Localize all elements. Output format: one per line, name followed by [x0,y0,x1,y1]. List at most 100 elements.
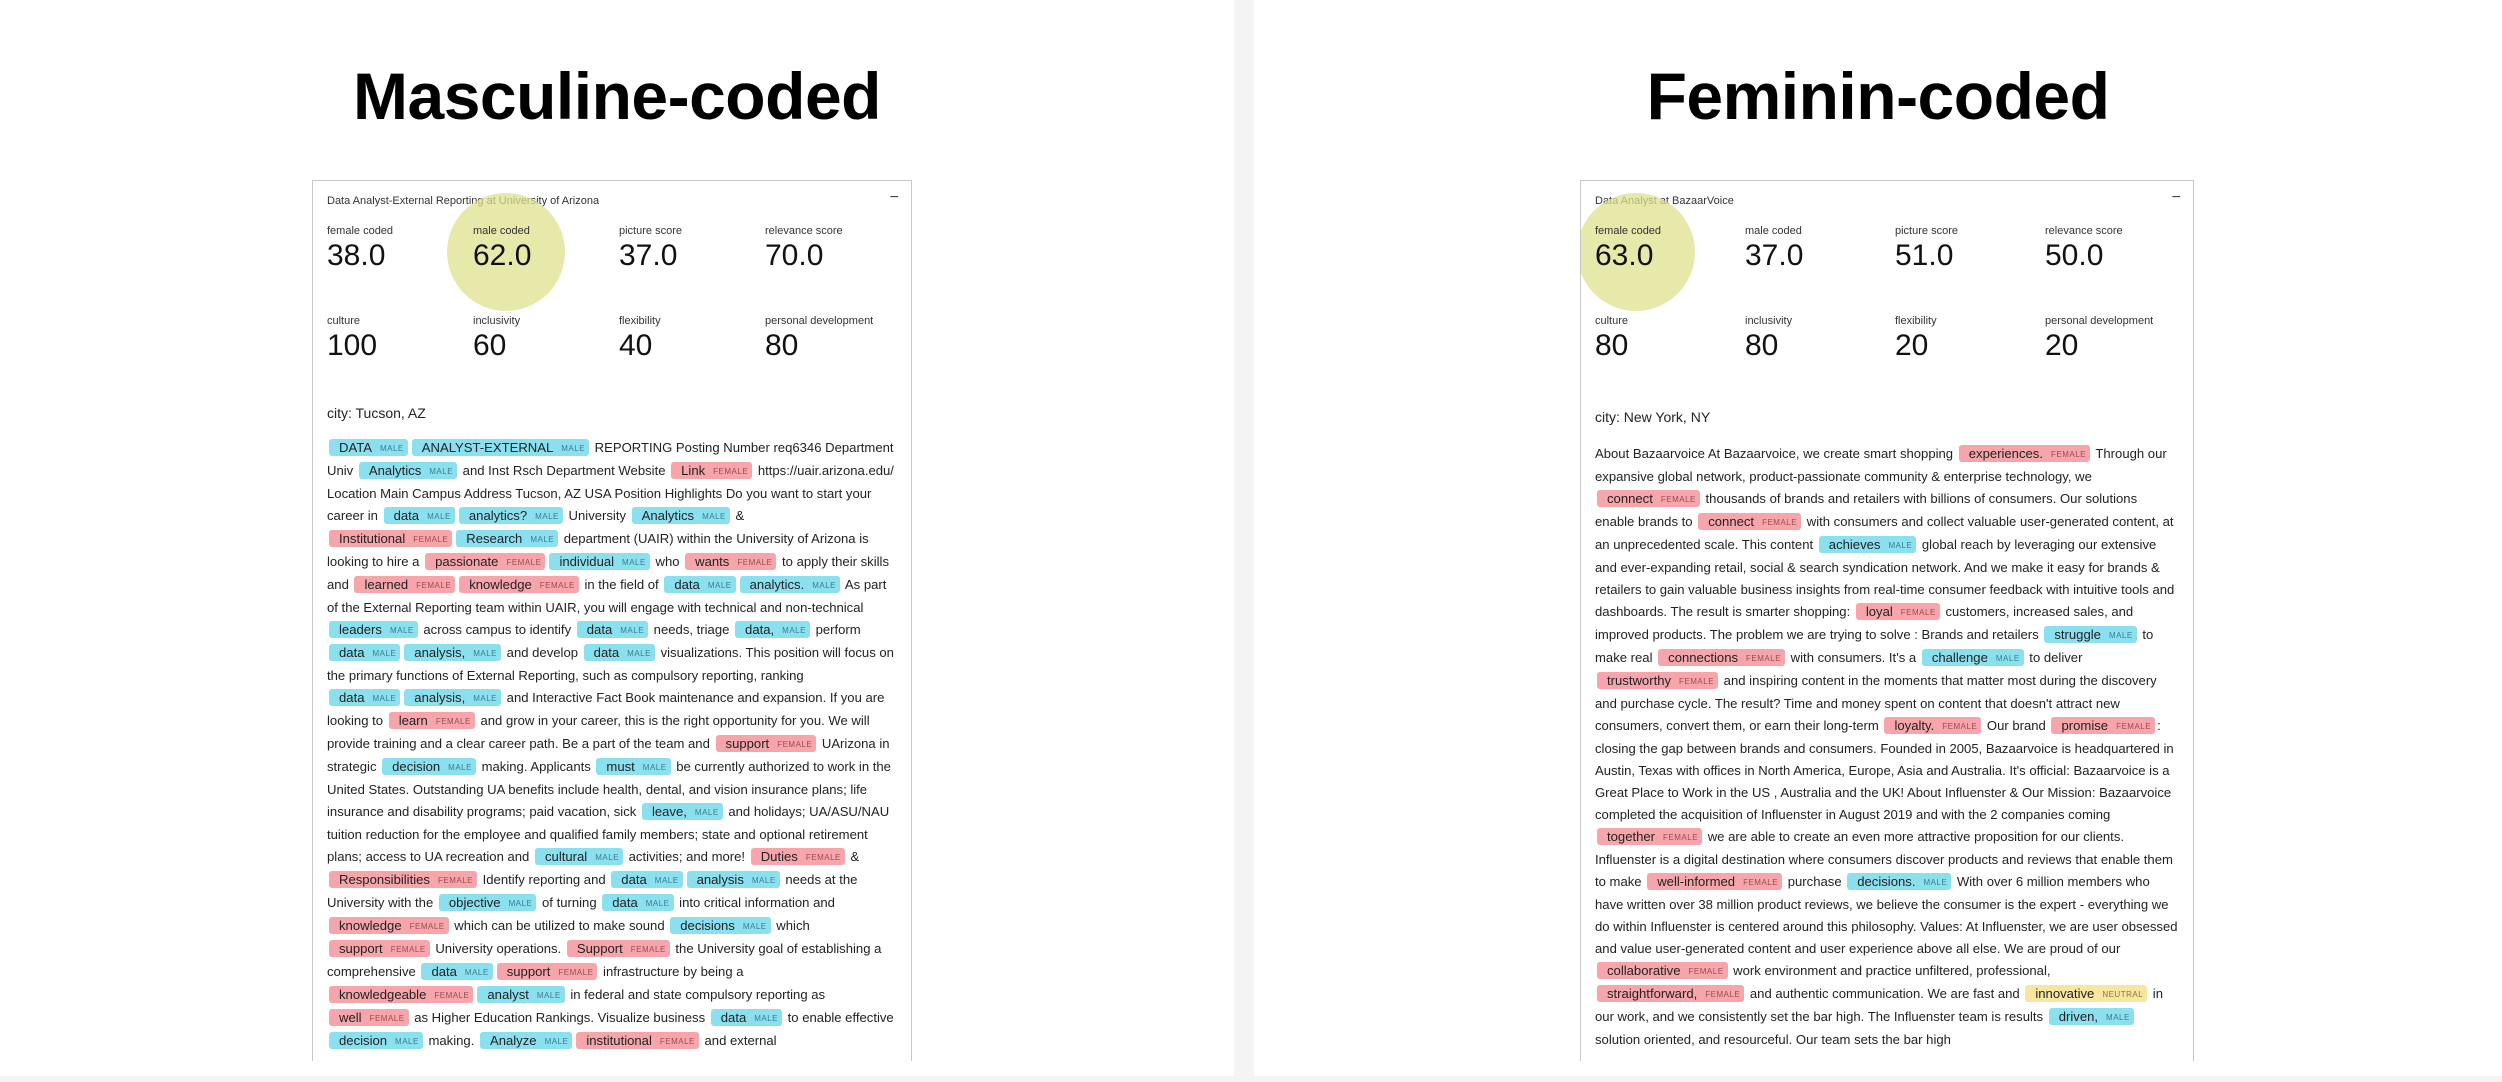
metric-value: 80 [1745,329,1779,362]
metric-female-coded: female coded 63.0 [1595,225,1735,273]
metric-label: flexibility [1895,315,1937,327]
female-coded-word-tag: together FEMALE [1597,828,1703,845]
metric-label: male coded [1745,225,1802,237]
gender-label: MALE [536,991,561,1000]
male-coded-word-tag: analytics. MALE [739,576,841,593]
gender-label: FEMALE [435,717,471,726]
female-coded-word-tag: connect FEMALE [1698,513,1802,530]
metric-label: picture score [619,225,682,237]
female-coded-word-tag: passionate FEMALE [425,553,546,570]
description-text: perform [811,622,861,637]
metric-value: 60 [473,329,507,362]
description-text: purchase [1784,874,1846,889]
male-coded-word-tag: DATA MALE [329,439,408,456]
gender-label: FEMALE [1746,654,1782,663]
male-coded-word-tag: data MALE [329,689,401,706]
female-coded-word-tag: support FEMALE [329,940,430,957]
city-label: city: New York, NY [1595,409,1711,425]
description-text: with consumers and collect valuable user… [1595,514,2174,552]
metric-female-coded: female coded 38.0 [327,225,467,273]
gender-label: MALE [464,968,489,977]
female-coded-word-tag: promise FEMALE [2051,717,2156,734]
female-coded-word-tag: Link FEMALE [671,462,753,479]
gender-label: MALE [508,899,533,908]
female-coded-word-tag: connections FEMALE [1658,649,1786,666]
column-divider [1234,0,1254,1082]
description-text: into critical information and [675,895,835,910]
female-coded-word-tag: institutional FEMALE [576,1032,699,1049]
gender-label: FEMALE [659,1037,695,1046]
gender-label: FEMALE [434,991,470,1000]
description-text: & [731,508,745,523]
masculine-column: Masculine-coded Data Analyst-External Re… [0,0,1234,1082]
description-text: and inspiring content in the moments tha… [1595,673,2157,733]
gender-label: FEMALE [390,945,426,954]
highlight-marker [1581,193,1695,311]
gender-label: FEMALE [539,581,575,590]
metric-label: flexibility [619,315,661,327]
gender-label: MALE [812,581,837,590]
collapse-icon[interactable]: − [889,189,899,206]
metric-value: 51.0 [1895,239,1954,272]
metric-value: 63.0 [1595,239,1654,272]
male-coded-word-tag: Analytics MALE [358,462,458,479]
metric-value: 80 [1595,329,1629,362]
gender-label: MALE [1923,878,1948,887]
male-coded-word-tag: data MALE [710,1009,783,1026]
male-coded-word-tag: Research MALE [456,530,559,547]
male-coded-word-tag: cultural MALE [534,848,623,865]
male-coded-word-tag: driven, MALE [2048,1008,2134,1025]
male-coded-word-tag: decisions MALE [670,917,771,934]
metric-relevance-score: relevance score 70.0 [765,225,905,273]
gender-label: MALE [530,535,555,544]
male-coded-word-tag: Analyze MALE [479,1032,573,1049]
female-coded-word-tag: support FEMALE [715,735,817,752]
description-text: University operations. [431,941,565,956]
gender-label: FEMALE [1679,677,1715,686]
gender-label: MALE [782,626,806,635]
female-coded-word-tag: learned FEMALE [354,576,456,593]
metric-label: male coded [473,225,530,237]
gender-label: MALE [473,694,498,703]
female-coded-word-tag: connect FEMALE [1597,490,1700,507]
collapse-icon[interactable]: − [2171,189,2181,206]
male-coded-word-tag: decision MALE [382,758,476,775]
male-coded-word-tag: challenge MALE [1921,649,2024,666]
gender-label: MALE [429,467,454,476]
description-text: University [564,508,630,523]
gender-label: MALE [645,899,670,908]
female-coded-word-tag: Institutional FEMALE [329,530,453,547]
gender-label: MALE [372,649,397,658]
column-heading: Masculine-coded [353,59,881,133]
gender-label: MALE [473,649,498,658]
metric-personal-development: personal development 20 [2045,315,2185,363]
gender-label: MALE [1888,541,1913,550]
job-title: Data Analyst-External Reporting at Unive… [327,195,600,207]
male-coded-word-tag: data MALE [329,644,401,661]
female-coded-word-tag: well-informed FEMALE [1647,873,1783,890]
metric-inclusivity: inclusivity 60 [473,315,613,363]
description-text: https://uair.arizona.edu/ Location Main … [327,463,894,523]
description-text: About Bazaarvoice At Bazaarvoice, we cre… [1595,446,1957,461]
metric-label: female coded [327,225,394,237]
gender-label: FEMALE [777,740,813,749]
gender-label: FEMALE [2050,450,2086,459]
metric-label: culture [1595,315,1629,327]
city-label: city: Tucson, AZ [327,405,426,421]
description-text: customers, increased sales, and improved… [1595,604,2134,642]
gender-label: FEMALE [416,581,452,590]
metric-value: 37.0 [1745,239,1804,272]
male-coded-word-tag: data MALE [602,894,674,911]
feminine-column: Feminin-coded Data Analyst at BazaarVoic… [1254,0,2502,1082]
description-text: Our brand [1983,718,2050,733]
highlight-marker [447,193,565,311]
metric-flexibility: flexibility 40 [619,315,759,363]
female-coded-word-tag: loyalty. FEMALE [1884,717,1982,734]
description-text: As part of the External Reporting team w… [327,577,887,615]
male-coded-word-tag: data MALE [421,963,493,980]
gender-label: MALE [427,512,451,521]
description-text: and holidays; UA/ASU/NAU tuition reducti… [327,804,890,864]
metric-label: inclusivity [1745,315,1793,327]
description-text: solution oriented, and resourceful. Our … [1595,1032,1951,1047]
job-description: DATA MALE ANALYST-EXTERNAL MALE REPORTING P… [327,437,897,1053]
